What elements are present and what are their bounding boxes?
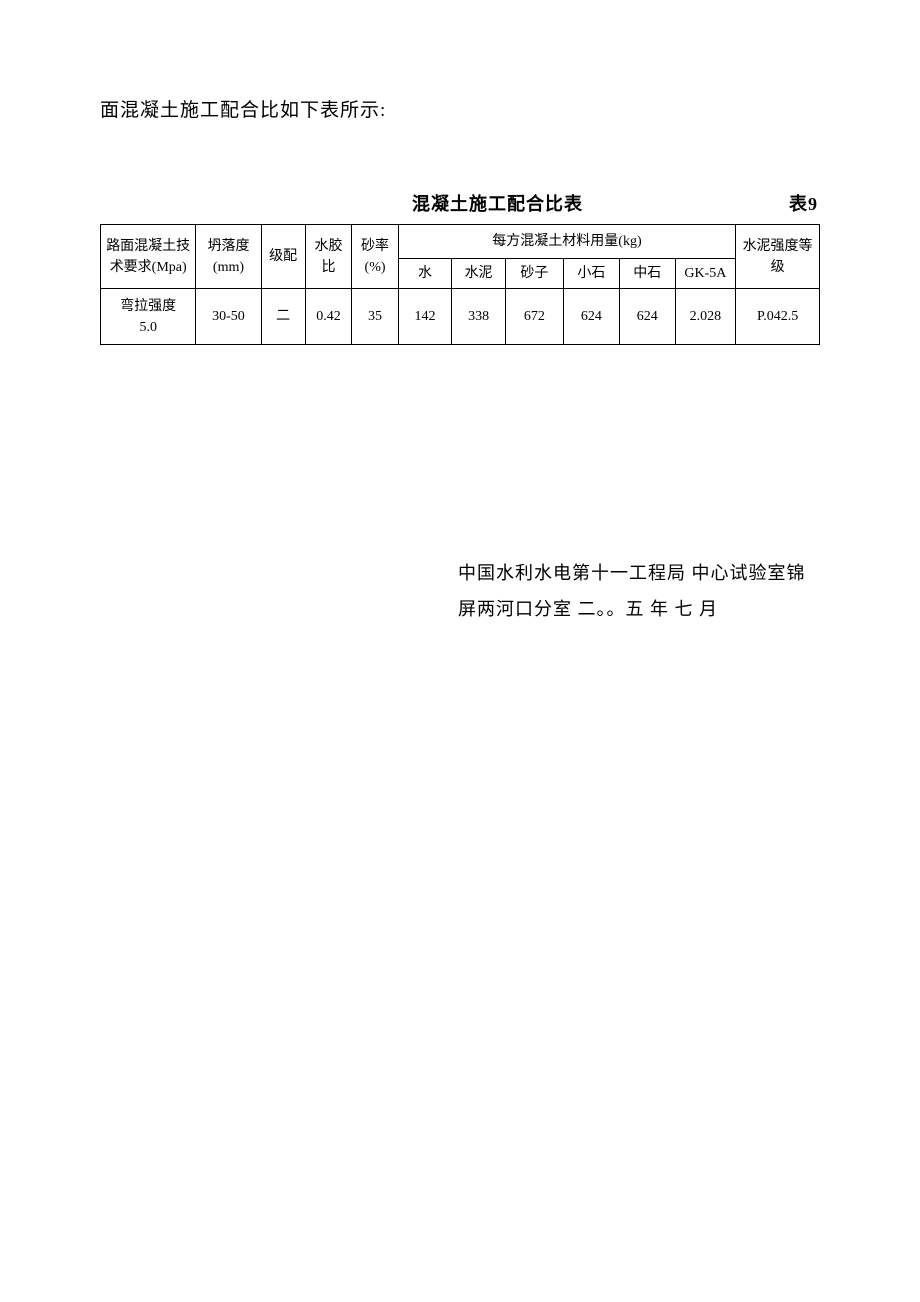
cell-slump: 30-50 xyxy=(196,289,261,345)
col-sand-rate: 砂率(%) xyxy=(352,225,399,289)
cell-gk5a: 2.028 xyxy=(675,289,736,345)
col-cement-grade: 水泥强度等级 xyxy=(736,225,820,289)
col-mid-stone: 中石 xyxy=(619,259,675,289)
table-title-row: 混凝土施工配合比表 表9 xyxy=(100,190,820,216)
signature-text: 中国水利水电第十一工程局 中心试验室锦屏两河口分室 二。。五 年 七 月 xyxy=(458,563,806,619)
col-slump: 坍落度(mm) xyxy=(196,225,261,289)
cell-water: 142 xyxy=(398,289,452,345)
cell-sand: 672 xyxy=(505,289,563,345)
cell-mid-stone: 624 xyxy=(619,289,675,345)
table-header-row-1: 路面混凝土技术要求(Mpa) 坍落度(mm) 级配 水胶比 砂率(%) 每方混凝… xyxy=(101,225,820,259)
cell-cement-grade: P.042.5 xyxy=(736,289,820,345)
cell-water-binder: 0.42 xyxy=(305,289,352,345)
intro-text: 面混凝土施工配合比如下表所示: xyxy=(100,95,820,122)
col-water: 水 xyxy=(398,259,452,289)
col-sand: 砂子 xyxy=(505,259,563,289)
cell-small-stone: 624 xyxy=(563,289,619,345)
table-row: 弯拉强度 5.0 30-50 二 0.42 35 142 338 672 624… xyxy=(101,289,820,345)
col-tech-req: 路面混凝土技术要求(Mpa) xyxy=(101,225,196,289)
cell-grade: 二 xyxy=(261,289,305,345)
table-title: 混凝土施工配合比表 xyxy=(412,190,583,216)
col-gk5a: GK-5A xyxy=(675,259,736,289)
mix-ratio-table: 路面混凝土技术要求(Mpa) 坍落度(mm) 级配 水胶比 砂率(%) 每方混凝… xyxy=(100,224,820,345)
table-number: 表9 xyxy=(789,190,818,216)
col-water-binder: 水胶比 xyxy=(305,225,352,289)
cell-tech-req: 弯拉强度 5.0 xyxy=(101,289,196,345)
col-small-stone: 小石 xyxy=(563,259,619,289)
col-grade: 级配 xyxy=(261,225,305,289)
col-cement: 水泥 xyxy=(452,259,506,289)
cell-cement: 338 xyxy=(452,289,506,345)
cell-sand-rate: 35 xyxy=(352,289,399,345)
col-material-usage: 每方混凝土材料用量(kg) xyxy=(398,225,735,259)
signature-block: 中国水利水电第十一工程局 中心试验室锦屏两河口分室 二。。五 年 七 月 xyxy=(458,555,820,627)
